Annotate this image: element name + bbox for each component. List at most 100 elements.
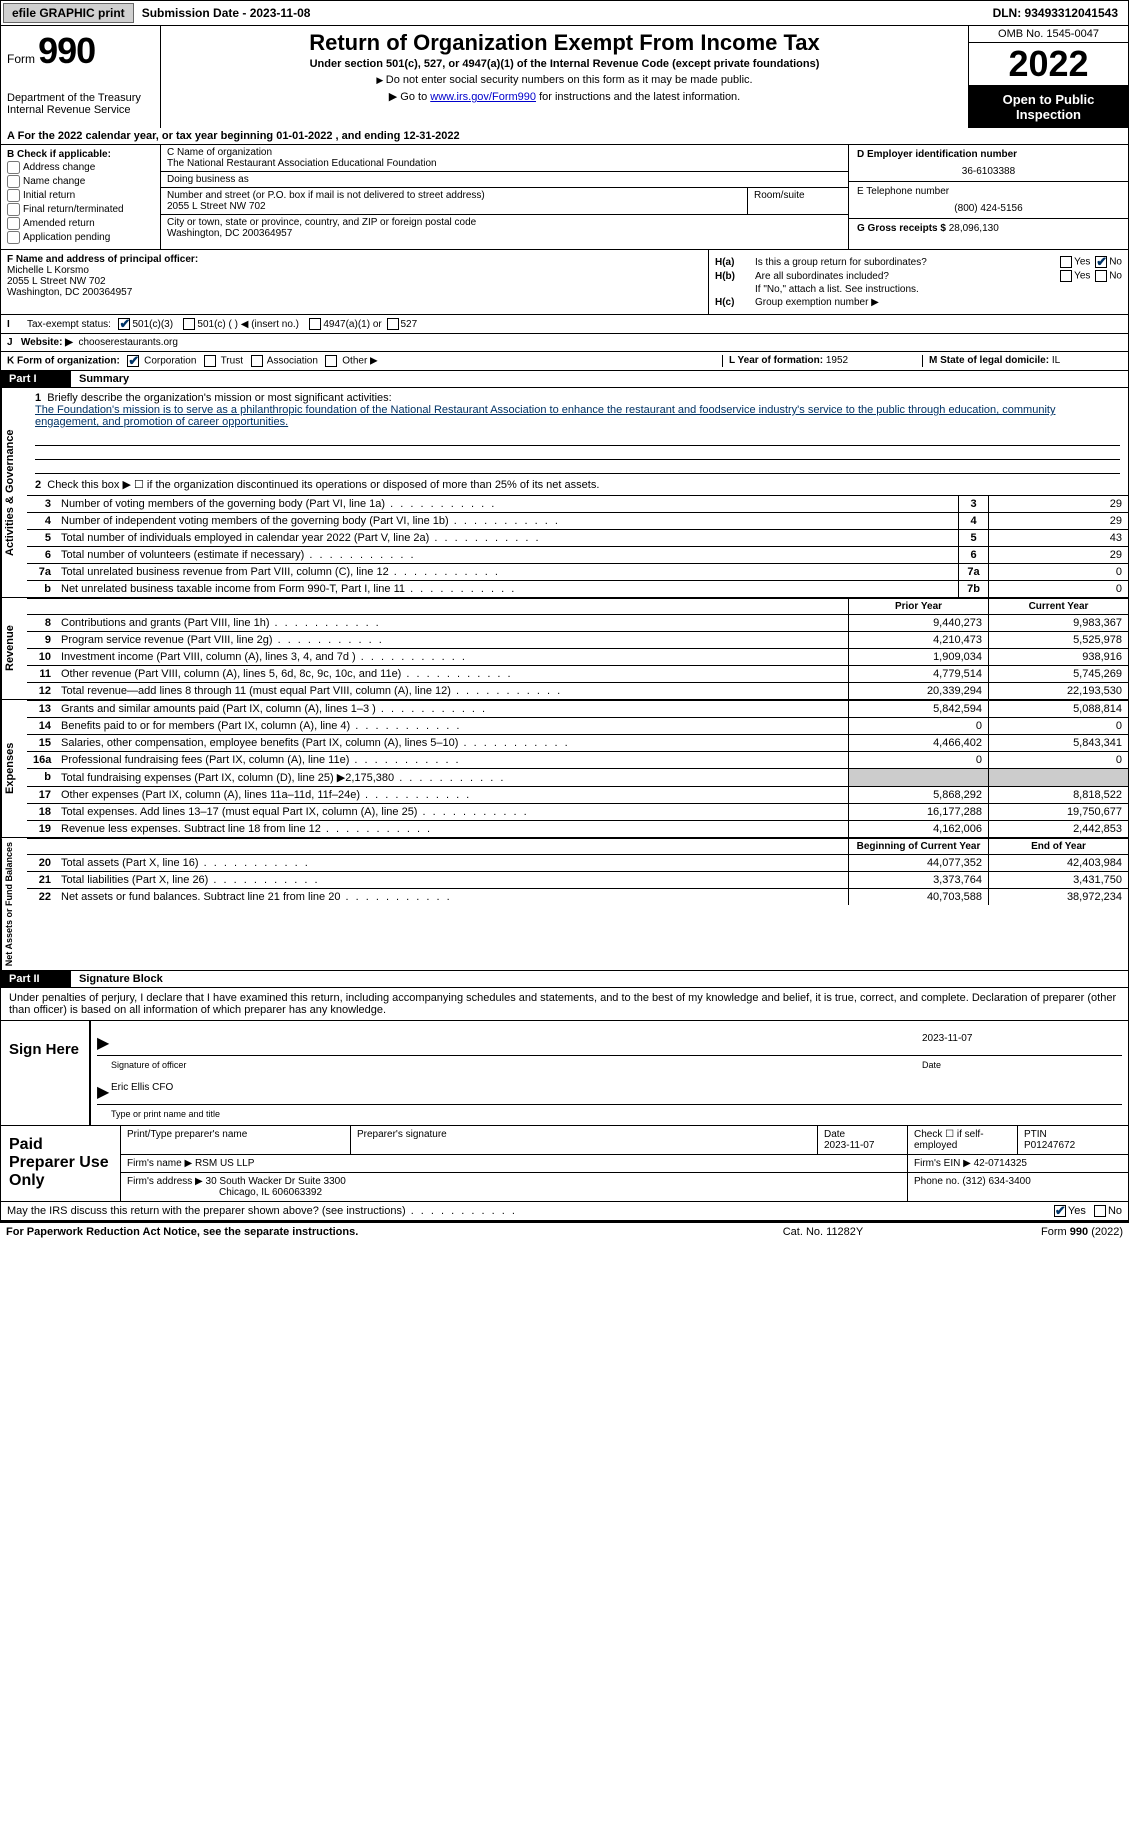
vtab-ag: Activities & Governance	[1, 388, 27, 597]
form-ref: Form 990 (2022)	[1041, 1226, 1123, 1238]
line-text: Investment income (Part VIII, column (A)…	[57, 649, 848, 665]
chk-4947[interactable]	[309, 318, 321, 330]
line-text: Grants and similar amounts paid (Part IX…	[57, 701, 848, 717]
chk-corp[interactable]	[127, 355, 139, 367]
vtab-na: Net Assets or Fund Balances	[1, 838, 27, 970]
hb-text: Are all subordinates included?	[755, 271, 1058, 282]
prior-year-value: 1,909,034	[848, 649, 988, 665]
line-num: 8	[27, 615, 57, 631]
line-text: Total revenue—add lines 8 through 11 (mu…	[57, 683, 848, 699]
prior-year-value: 4,466,402	[848, 735, 988, 751]
entity-block: B Check if applicable: Address change Na…	[0, 145, 1129, 250]
officer-addr1: 2055 L Street NW 702	[7, 276, 702, 287]
prep-name-hdr: Print/Type preparer's name	[121, 1126, 351, 1154]
opt-corp: Corporation	[144, 356, 196, 367]
line-value: 0	[988, 564, 1128, 580]
discuss-text: May the IRS discuss this return with the…	[7, 1205, 517, 1217]
hb-no[interactable]	[1095, 270, 1107, 282]
current-year-value: 8,818,522	[988, 787, 1128, 803]
current-year-value: 938,916	[988, 649, 1128, 665]
line-a: A For the 2022 calendar year, or tax yea…	[0, 128, 1129, 145]
vtab-exp: Expenses	[1, 700, 27, 837]
ha-no[interactable]	[1095, 256, 1107, 268]
line-text: Total fundraising expenses (Part IX, col…	[57, 769, 848, 786]
chk-address-change[interactable]: Address change	[7, 161, 154, 174]
dept-treasury: Department of the Treasury Internal Reve…	[7, 92, 154, 116]
hb-note: If "No," attach a list. See instructions…	[755, 284, 1122, 295]
chk-assoc[interactable]	[251, 355, 263, 367]
street-address: 2055 L Street NW 702	[167, 201, 741, 212]
chk-initial-return[interactable]: Initial return	[7, 189, 154, 202]
chk-501c[interactable]	[183, 318, 195, 330]
hb-yes[interactable]	[1060, 270, 1072, 282]
box-c: C Name of organization The National Rest…	[161, 145, 848, 249]
ha-yes[interactable]	[1060, 256, 1072, 268]
line-row: 10Investment income (Part VIII, column (…	[27, 648, 1128, 665]
line-text: Program service revenue (Part VIII, line…	[57, 632, 848, 648]
firm-phone: (312) 634-3400	[962, 1176, 1030, 1187]
prior-year-value: 3,373,764	[848, 872, 988, 888]
line-text: Net unrelated business taxable income fr…	[57, 581, 958, 597]
discuss-no[interactable]	[1094, 1205, 1106, 1217]
chk-amended[interactable]: Amended return	[7, 217, 154, 230]
line-row: 5Total number of individuals employed in…	[27, 529, 1128, 546]
dba-label: Doing business as	[167, 174, 842, 185]
line-box: 4	[958, 513, 988, 529]
vtab-rev: Revenue	[1, 598, 27, 699]
irs-link[interactable]: www.irs.gov/Form990	[430, 91, 536, 103]
current-year-value: 22,193,530	[988, 683, 1128, 699]
prior-year-value: 0	[848, 718, 988, 734]
officer-label: F Name and address of principal officer:	[7, 254, 702, 265]
row-fh: F Name and address of principal officer:…	[0, 250, 1129, 315]
line-value: 29	[988, 496, 1128, 512]
sig-date: 2023-11-07	[922, 1033, 1122, 1053]
line-row: 16aProfessional fundraising fees (Part I…	[27, 751, 1128, 768]
firm-phone-label: Phone no.	[914, 1176, 960, 1187]
discuss-yes[interactable]	[1054, 1205, 1066, 1217]
box-h: H(a) Is this a group return for subordin…	[708, 250, 1128, 314]
firm-ein: 42-0714325	[974, 1158, 1027, 1169]
part2-num: Part II	[1, 971, 71, 987]
prior-year-value: 4,162,006	[848, 821, 988, 837]
chk-501c3[interactable]	[118, 318, 130, 330]
part2-title: Signature Block	[71, 971, 1128, 987]
discuss-row: May the IRS discuss this return with the…	[0, 1202, 1129, 1221]
current-year-value: 5,745,269	[988, 666, 1128, 682]
domicile: IL	[1052, 355, 1060, 366]
chk-name-change[interactable]: Name change	[7, 175, 154, 188]
line-num: 6	[27, 547, 57, 563]
mission-text: The Foundation's mission is to serve as …	[35, 404, 1055, 428]
prior-year-value: 9,440,273	[848, 615, 988, 631]
form-header: Form 990 Department of the Treasury Inte…	[0, 26, 1129, 128]
opt-other: Other ▶	[342, 356, 377, 367]
line-row: 22Net assets or fund balances. Subtract …	[27, 888, 1128, 905]
line-num: 12	[27, 683, 57, 699]
prior-year-value: 5,842,594	[848, 701, 988, 717]
prep-date: 2023-11-07	[824, 1140, 874, 1151]
firm-name-label: Firm's name ▶	[127, 1158, 192, 1169]
chk-trust[interactable]	[204, 355, 216, 367]
line-num: 13	[27, 701, 57, 717]
line-num: 5	[27, 530, 57, 546]
form-number: 990	[38, 30, 95, 71]
chk-527[interactable]	[387, 318, 399, 330]
line-num: 16a	[27, 752, 57, 768]
current-year-value: 0	[988, 718, 1128, 734]
chk-pending[interactable]: Application pending	[7, 231, 154, 244]
line-row: bNet unrelated business taxable income f…	[27, 580, 1128, 597]
line-num: 4	[27, 513, 57, 529]
part1-num: Part I	[1, 371, 71, 387]
prior-year-value	[848, 769, 988, 786]
line-text: Number of voting members of the governin…	[57, 496, 958, 512]
phone-value: (800) 424-5156	[857, 203, 1120, 214]
form-title: Return of Organization Exempt From Incom…	[167, 30, 962, 56]
efile-print-button[interactable]: efile GRAPHIC print	[3, 3, 134, 23]
chk-final-return[interactable]: Final return/terminated	[7, 203, 154, 216]
current-year-value: 0	[988, 752, 1128, 768]
line-text: Other revenue (Part VIII, column (A), li…	[57, 666, 848, 682]
prior-year-value: 20,339,294	[848, 683, 988, 699]
chk-other[interactable]	[325, 355, 337, 367]
line-row: 6Total number of volunteers (estimate if…	[27, 546, 1128, 563]
addr-label: Number and street (or P.O. box if mail i…	[167, 190, 741, 201]
paid-preparer-block: Paid Preparer Use Only Print/Type prepar…	[0, 1126, 1129, 1202]
